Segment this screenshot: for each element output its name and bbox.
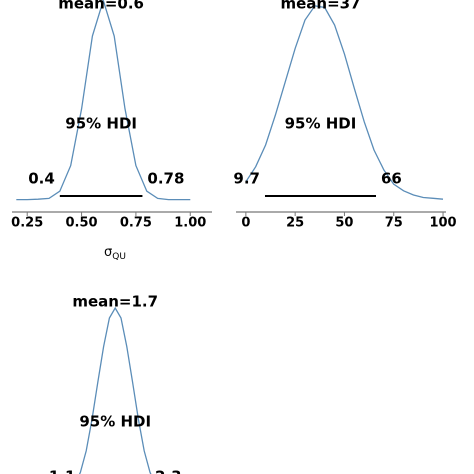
hdi-low-label: 0.4	[28, 170, 55, 188]
x-tick-label: 0.75	[120, 216, 152, 231]
hdi-high-label: 2.3	[155, 468, 182, 474]
hdi-label: 95% HDI	[285, 115, 357, 133]
density-curve	[78, 306, 152, 474]
density-curve	[245, 5, 444, 200]
x-tick-label: 100	[429, 216, 456, 231]
title-symbol: σ	[104, 245, 112, 260]
x-tick-label: 1.00	[174, 216, 206, 231]
x-tick-label: 0.25	[11, 216, 43, 231]
x-tick-label: 0	[241, 216, 250, 231]
hdi-label: 95% HDI	[65, 115, 137, 133]
hdi-low-label: 1.1	[49, 468, 76, 474]
x-tick-label: 25	[286, 216, 304, 231]
density-curve	[16, 0, 191, 201]
mean-label: mean=1.7	[72, 293, 158, 311]
hdi-low-label: 9.7	[233, 170, 260, 188]
hdi-high-label: 66	[381, 170, 402, 188]
mean-label: mean=0.6	[58, 0, 144, 13]
hdi-label: 95% HDI	[79, 413, 151, 431]
hdi-high-label: 0.78	[147, 170, 184, 188]
subplot-title: σQU	[104, 245, 126, 262]
title-subscript: QU	[112, 252, 126, 262]
x-tick-label: 75	[385, 216, 403, 231]
x-tick-label: 50	[335, 216, 353, 231]
mean-label: mean=37	[280, 0, 360, 13]
x-tick-label: 0.50	[66, 216, 98, 231]
